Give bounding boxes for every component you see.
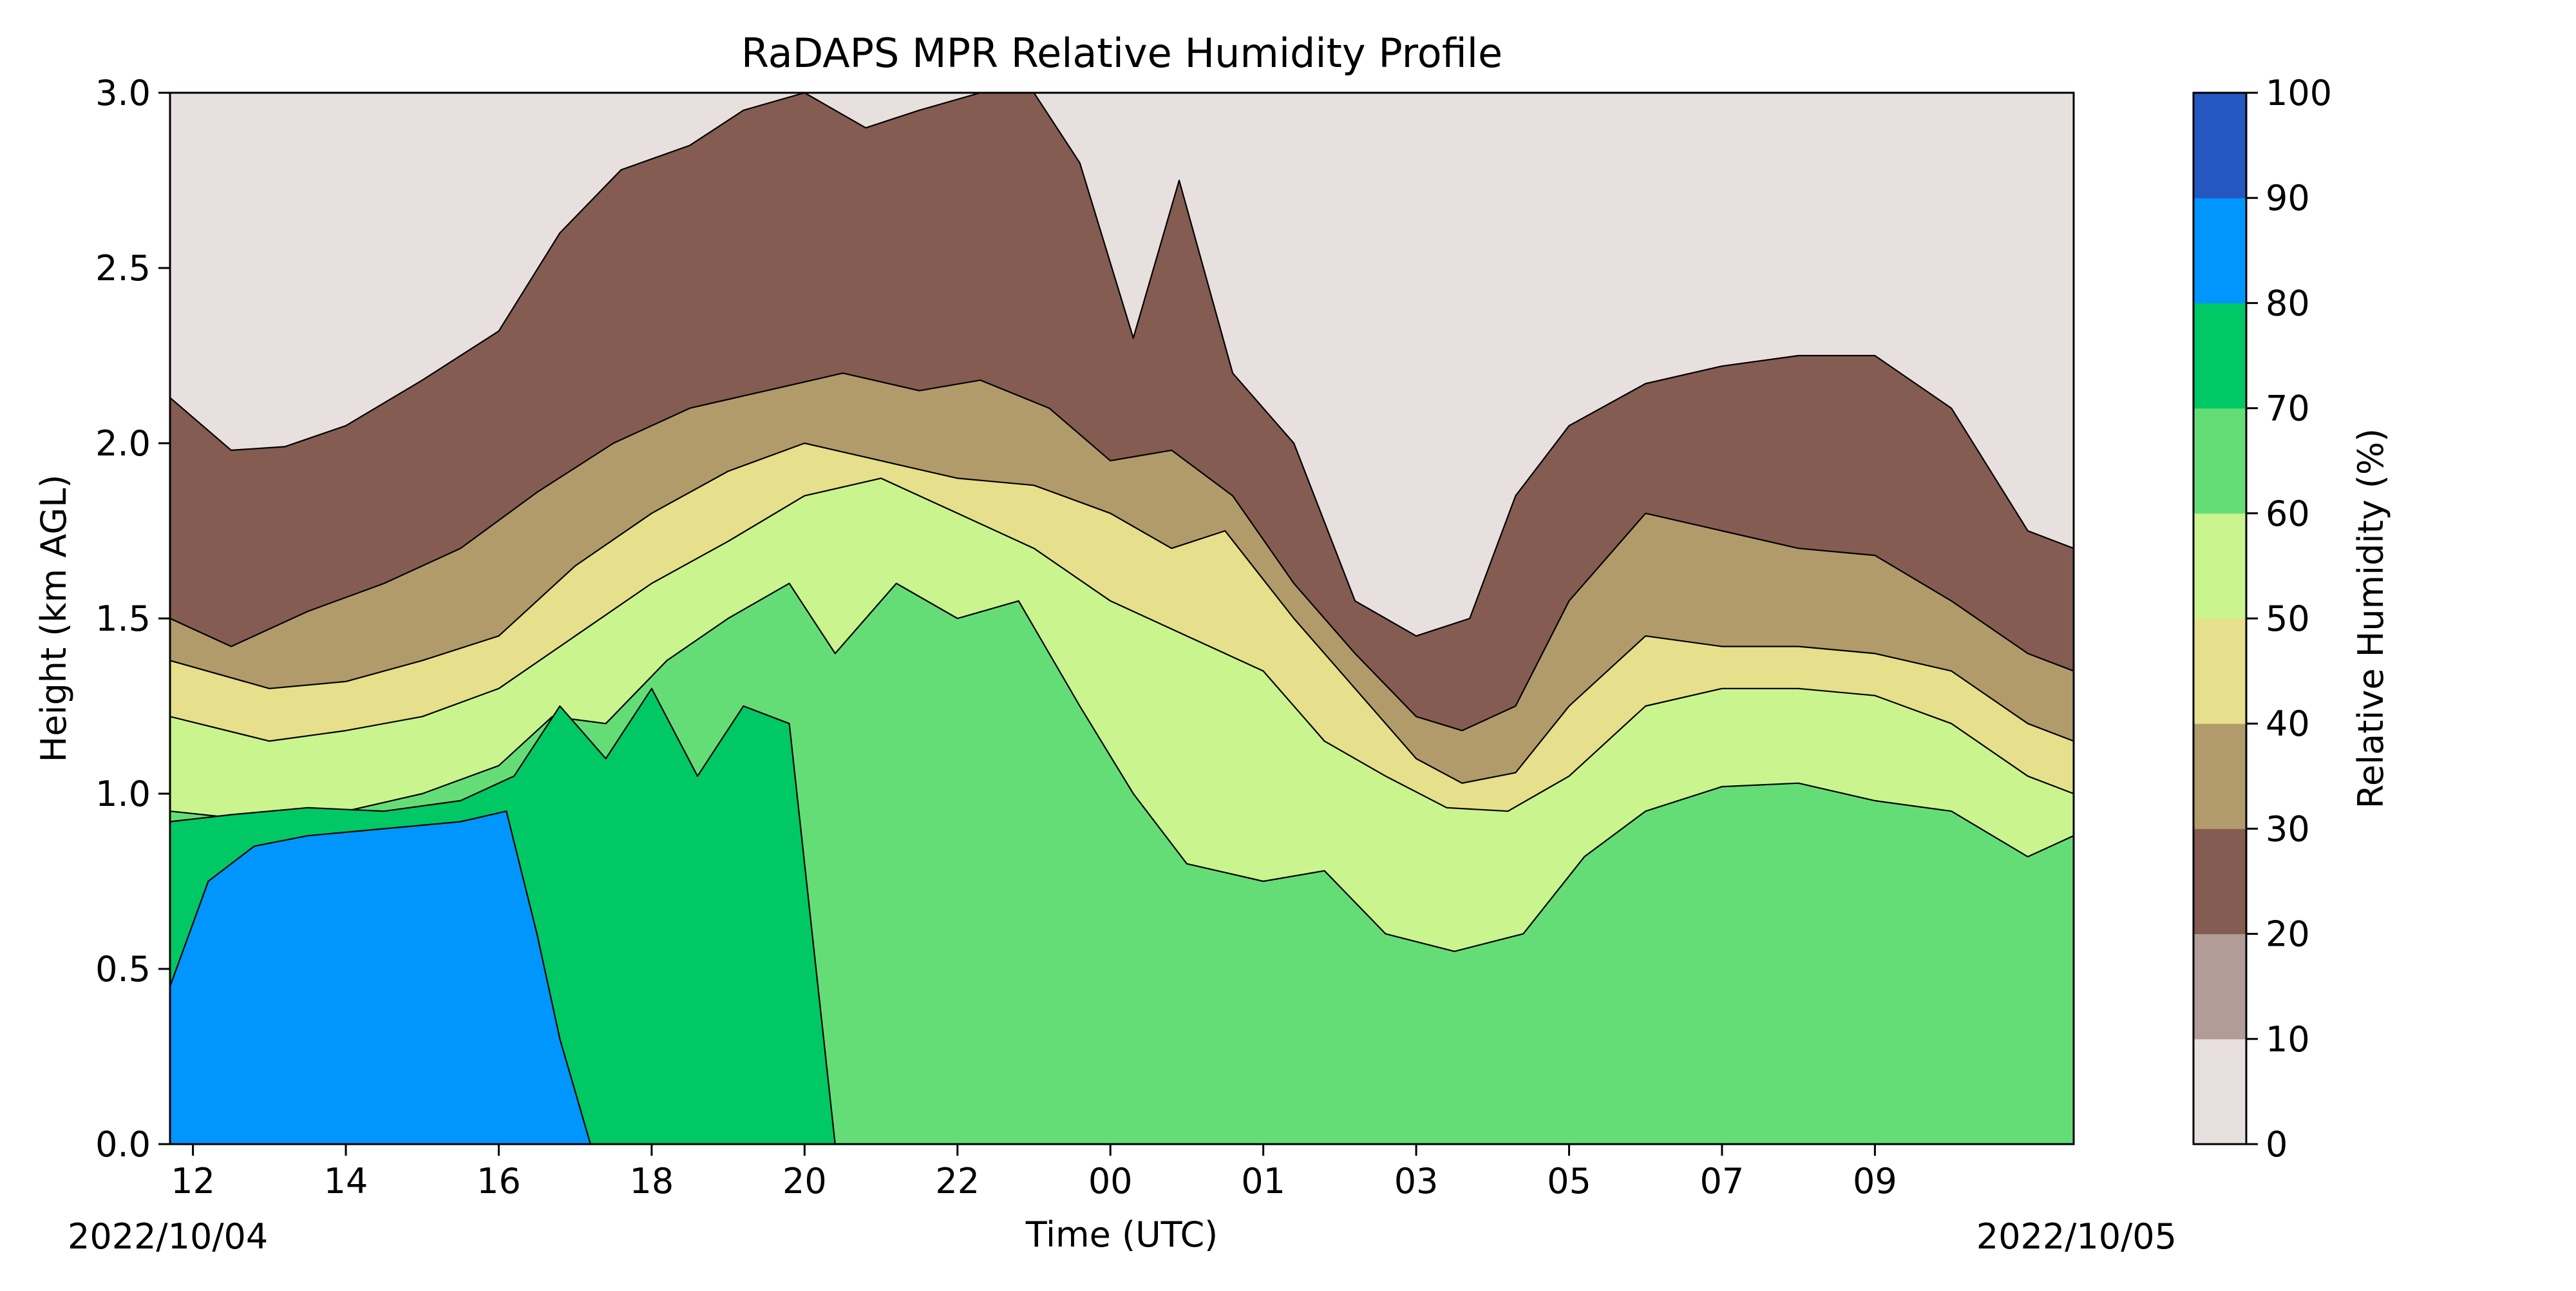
y-tick-label: 0.0 <box>95 1124 151 1165</box>
x-tick-label: 22 <box>935 1161 980 1201</box>
y-tick-label: 2.0 <box>95 423 151 464</box>
x-axis-ticks: 12 14 16 18 20 22 00 01 03 05 07 09 <box>171 1144 1897 1201</box>
x-tick-label: 01 <box>1241 1161 1285 1201</box>
colorbar-swatch-80-90 <box>2193 198 2246 303</box>
colorbar-swatch-60-70 <box>2193 408 2246 514</box>
date-start-label: 2022/10/04 <box>68 1216 268 1257</box>
x-tick-label: 05 <box>1547 1161 1591 1201</box>
x-tick-label: 00 <box>1088 1161 1133 1201</box>
y-axis-label: Height (km AGL) <box>33 475 74 763</box>
y-tick-label: 0.5 <box>95 949 151 990</box>
y-tick-label: 1.0 <box>95 774 151 814</box>
x-tick-label: 07 <box>1700 1161 1745 1201</box>
colorbar-swatch-90-100 <box>2193 93 2246 198</box>
colorbar-swatch-20-30 <box>2193 828 2246 935</box>
colorbar-tick-label: 90 <box>2266 178 2310 218</box>
colorbar-tick-label: 70 <box>2266 388 2310 429</box>
colorbar-tick-label: 20 <box>2266 914 2310 955</box>
x-tick-label: 18 <box>630 1161 674 1201</box>
colorbar-tick-label: 60 <box>2266 493 2310 534</box>
colorbar-label: Relative Humidity (%) <box>2351 428 2391 808</box>
colorbar-tick-label: 100 <box>2266 73 2332 113</box>
colorbar-tick-label: 0 <box>2266 1124 2287 1165</box>
colorbar-swatch-70-80 <box>2193 303 2246 409</box>
contour-band-80 <box>170 810 591 1144</box>
x-tick-label: 09 <box>1853 1161 1897 1201</box>
contour-fills <box>170 93 2074 1144</box>
colorbar-tick-label: 30 <box>2266 808 2310 849</box>
colorbar-tick-label: 10 <box>2266 1019 2310 1060</box>
x-tick-label: 12 <box>171 1161 215 1201</box>
colorbar-swatch-10-20 <box>2193 933 2246 1040</box>
colorbar-tick-label: 40 <box>2266 703 2310 744</box>
colorbar: 0 10 20 30 40 50 60 70 80 90 100 <box>2192 73 2332 1165</box>
y-axis-ticks: 0.0 0.5 1.0 1.5 2.0 2.5 3.0 <box>95 73 170 1165</box>
colorbar-tick-label: 80 <box>2266 283 2310 323</box>
x-tick-label: 20 <box>782 1161 827 1201</box>
colorbar-swatch-0-10 <box>2193 1038 2246 1145</box>
y-tick-label: 1.5 <box>95 598 151 639</box>
y-tick-label: 2.5 <box>95 248 151 289</box>
x-axis-label: Time (UTC) <box>1025 1214 1218 1255</box>
chart-title: RaDAPS MPR Relative Humidity Profile <box>741 30 1502 77</box>
x-tick-label: 16 <box>477 1161 521 1201</box>
date-end-label: 2022/10/05 <box>1976 1216 2177 1257</box>
colorbar-tick-label: 50 <box>2266 598 2310 639</box>
y-tick-label: 3.0 <box>95 73 151 113</box>
colorbar-swatch-30-40 <box>2193 723 2246 829</box>
x-tick-label: 14 <box>324 1161 368 1201</box>
colorbar-swatch-40-50 <box>2193 618 2246 724</box>
x-tick-label: 03 <box>1394 1161 1439 1201</box>
colorbar-swatch-50-60 <box>2193 513 2246 619</box>
